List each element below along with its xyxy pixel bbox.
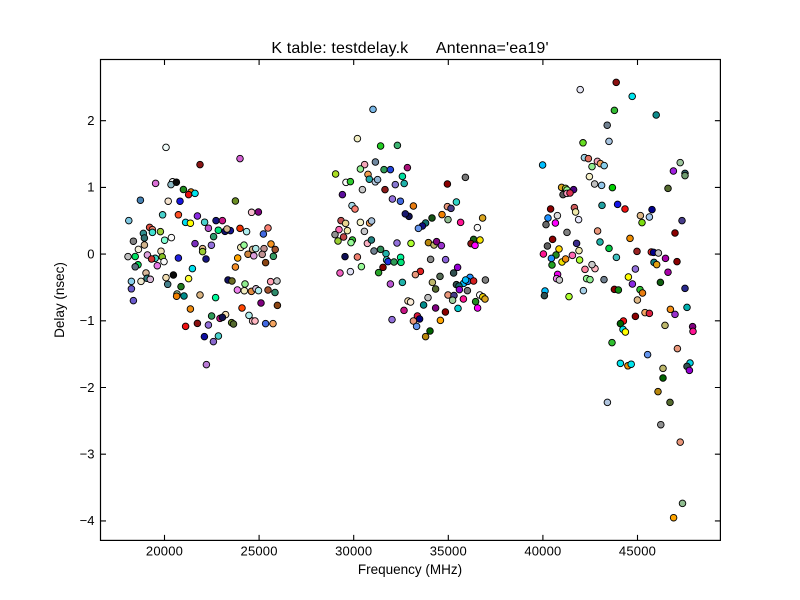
svg-text:25000: 25000 (241, 544, 278, 559)
svg-text:−2: −2 (80, 380, 95, 395)
svg-text:20000: 20000 (146, 544, 183, 559)
svg-text:−1: −1 (80, 313, 95, 328)
svg-text:Delay (nsec): Delay (nsec) (52, 262, 67, 338)
svg-text:45000: 45000 (619, 544, 656, 559)
svg-text:2: 2 (87, 113, 94, 128)
svg-text:−3: −3 (80, 447, 95, 462)
svg-text:K table: testdelay.k Ante: K table: testdelay.k Antenna='ea19' (271, 40, 548, 57)
svg-text:1: 1 (87, 180, 94, 195)
svg-text:30000: 30000 (335, 544, 372, 559)
svg-text:35000: 35000 (430, 544, 467, 559)
svg-text:0: 0 (87, 246, 94, 261)
svg-text:−4: −4 (80, 513, 95, 528)
svg-text:40000: 40000 (524, 544, 561, 559)
svg-text:Frequency (MHz): Frequency (MHz) (358, 562, 462, 577)
